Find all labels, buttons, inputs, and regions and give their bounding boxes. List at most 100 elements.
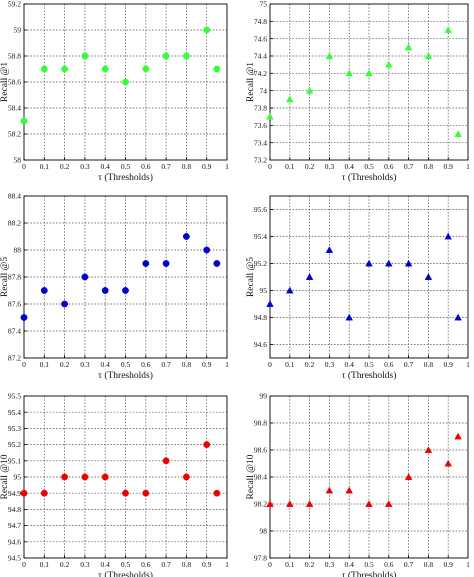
data-point [385, 61, 392, 67]
data-point [122, 490, 128, 496]
y-tick-label: 94.6 [8, 537, 21, 546]
data-point [183, 474, 189, 480]
x-tick-label: 0.5 [121, 560, 131, 569]
x-tick-label: 0.6 [141, 360, 151, 369]
x-tick-label: 0.6 [141, 162, 151, 171]
data-point [455, 131, 462, 137]
x-axis-label: τ (Thresholds) [98, 570, 153, 577]
y-tick-label: 95 [14, 473, 22, 482]
x-tick-label: 0.7 [161, 162, 171, 171]
x-tick-label: 1 [466, 360, 470, 369]
y-tick-label: 94.5 [8, 554, 21, 563]
data-point [425, 274, 432, 280]
chart-panel-1: 0 0.1 0.2 0.3 0.4 0.5 0.6 0.7 0.8 0.9 1 58 58.2 58.4 5… [0, 0, 229, 183]
y-tick-label: 74.4 [254, 52, 267, 61]
y-tick-label: 88.4 [8, 192, 21, 201]
data-point [41, 490, 47, 496]
x-tick-label: 0.5 [121, 162, 131, 171]
x-tick-label: 0 [268, 360, 272, 369]
x-tick-label: 0.4 [101, 560, 111, 569]
y-tick-label: 95.6 [254, 205, 267, 214]
y-tick-label: 87.2 [8, 354, 21, 363]
y-tick-label: 98.2 [254, 500, 267, 509]
data-point [41, 66, 47, 72]
data-point [204, 247, 210, 253]
data-point [183, 233, 189, 239]
x-tick-label: 0.4 [345, 560, 355, 569]
y-tick-label: 58.2 [8, 130, 21, 139]
data-point [102, 66, 108, 72]
y-tick-label: 95 [260, 286, 268, 295]
y-tick-label: 74.6 [254, 34, 267, 43]
x-tick-label: 0.8 [424, 162, 434, 171]
data-point [326, 487, 333, 493]
y-tick-label: 94.8 [254, 313, 267, 322]
y-axis-label: Recall @1 [0, 62, 10, 102]
chart-panel-4: 0 0.1 0.2 0.3 0.4 0.5 0.6 0.7 0.8 0.9 194.694.8959… [246, 196, 470, 381]
x-tick-label: 0.9 [444, 162, 454, 171]
data-point [102, 287, 108, 293]
data-point [21, 314, 27, 320]
y-axis-label: Recall @1 [246, 62, 256, 102]
x-tick-label: 0.2 [305, 360, 315, 369]
chart-panel-2: 0 0.1 0.2 0.3 0.4 0.5 0.6 0.7 0.8 0.9 1 73.2 73.4 73.… [246, 0, 470, 183]
chart-panel-6: 0 0.1 0.2 0.3 0.4 0.5 0.6 0.7 0.8 0.9 197.89898.29… [246, 392, 470, 577]
data-point [405, 44, 412, 50]
data-point [143, 66, 149, 72]
x-tick-label: 0.9 [202, 560, 212, 569]
x-axis-label: τ (Thresholds) [342, 172, 397, 183]
y-tick-label: 98 [260, 527, 268, 536]
x-tick-label: 0.1 [285, 360, 295, 369]
x-tick-label: 0.3 [325, 560, 335, 569]
x-tick-label: 0.3 [80, 560, 90, 569]
y-tick-label: 95.4 [8, 408, 21, 417]
chart-panel-5: 0 0.1 0.2 0.3 0.4 0.5 0.6 0.7 0.8 0.9 194.594.694.… [0, 392, 229, 577]
x-tick-label: 0.3 [325, 162, 335, 171]
data-point [122, 287, 128, 293]
chart-panel-3: 0 0.1 0.2 0.3 0.4 0.5 0.6 0.7 0.8 0.9 1 87.2 87.4 87.… [0, 192, 229, 381]
x-tick-label: 0.2 [305, 162, 315, 171]
y-tick-label: 97.8 [254, 554, 267, 563]
y-axis-label: Recall @5 [0, 257, 10, 297]
x-tick-label: 0.4 [345, 360, 355, 369]
x-tick-label: 0.9 [444, 360, 454, 369]
y-tick-label: 95.4 [254, 232, 267, 241]
data-point [267, 113, 274, 119]
y-tick-label: 95.2 [8, 440, 21, 449]
y-tick-label: 88.2 [8, 219, 21, 228]
x-axis-label: τ (Thresholds) [98, 370, 153, 381]
data-point [82, 53, 88, 59]
data-point [122, 79, 128, 85]
y-tick-label: 59.2 [8, 0, 21, 9]
data-point [445, 27, 452, 33]
y-tick-label: 99 [260, 392, 268, 401]
y-tick-label: 59 [14, 26, 22, 35]
y-tick-label: 73.8 [254, 104, 267, 113]
y-tick-label: 58 [14, 156, 22, 165]
x-tick-label: 0.5 [364, 560, 374, 569]
data-point [214, 490, 220, 496]
x-tick-label: 0.2 [60, 560, 70, 569]
x-tick-label: 0 [22, 560, 26, 569]
x-tick-label: 1 [466, 560, 470, 569]
y-tick-label: 87.4 [8, 327, 21, 336]
x-tick-label: 0.1 [40, 360, 50, 369]
x-tick-label: 0.4 [345, 162, 355, 171]
x-tick-label: 0.1 [40, 560, 50, 569]
x-tick-label: 0 [268, 162, 272, 171]
data-point [61, 301, 67, 307]
x-tick-label: 0.6 [384, 560, 394, 569]
x-tick-label: 0.3 [80, 162, 90, 171]
x-tick-label: 0.5 [364, 360, 374, 369]
x-tick-label: 0.2 [60, 360, 70, 369]
x-tick-label: 0.2 [305, 560, 315, 569]
data-point [204, 441, 210, 447]
x-tick-label: 0 [268, 560, 272, 569]
y-tick-label: 58.8 [8, 52, 21, 61]
x-tick-label: 0.8 [182, 360, 192, 369]
data-point [61, 474, 67, 480]
y-tick-label: 98.8 [254, 419, 267, 428]
data-point [286, 96, 293, 102]
x-tick-label: 0.9 [202, 360, 212, 369]
